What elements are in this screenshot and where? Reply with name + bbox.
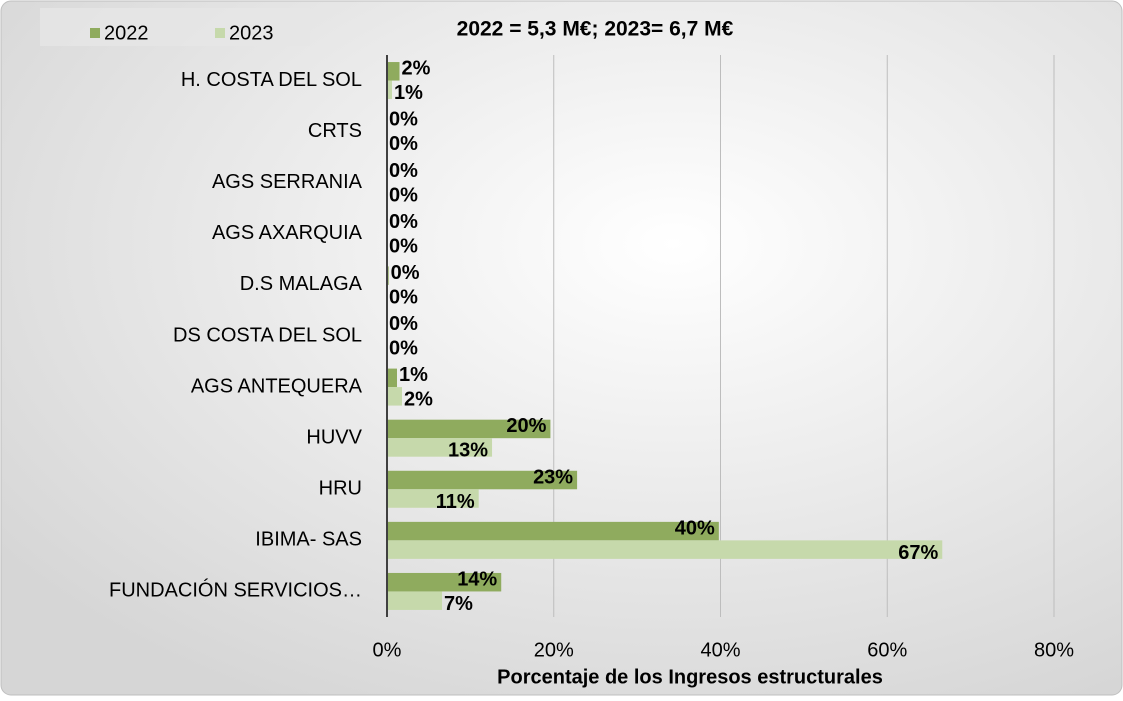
y-tick-label: AGS SERRANIA xyxy=(212,171,363,193)
x-tick-label: 60% xyxy=(867,639,907,661)
bar xyxy=(387,419,551,439)
legend-swatch xyxy=(90,28,100,38)
y-tick-label: D.S MALAGA xyxy=(240,273,363,295)
legend-swatch xyxy=(215,28,225,38)
data-label: 14% xyxy=(457,568,497,590)
x-tick-label: 40% xyxy=(700,639,740,661)
data-label: 0% xyxy=(391,262,420,284)
bar xyxy=(387,470,578,490)
data-label: 0% xyxy=(389,313,418,335)
bar xyxy=(387,591,443,610)
legend-label: 2023 xyxy=(229,22,274,44)
y-tick-label: HUVV xyxy=(306,426,362,448)
y-tick-label: H. COSTA DEL SOL xyxy=(181,69,362,91)
data-label: 40% xyxy=(675,517,715,539)
data-label: 1% xyxy=(394,82,423,104)
data-label: 2% xyxy=(402,58,431,80)
data-label: 0% xyxy=(389,235,418,257)
bar xyxy=(387,572,502,592)
y-tick-label: FUNDACIÓN SERVICIOS… xyxy=(109,579,362,602)
y-tick-label: IBIMA- SAS xyxy=(255,529,362,551)
y-tick-label: DS COSTA DEL SOL xyxy=(173,324,362,346)
bar xyxy=(387,540,943,559)
y-tick-label: AGS AXARQUIA xyxy=(212,222,363,244)
data-label: 11% xyxy=(436,491,475,513)
bar xyxy=(387,489,479,508)
x-tick-label: 80% xyxy=(1034,639,1074,661)
bar xyxy=(387,62,400,81)
x-tick-label: 0% xyxy=(373,639,402,661)
data-label: 1% xyxy=(399,364,428,386)
data-label: 0% xyxy=(389,109,418,131)
y-tick-label: CRTS xyxy=(308,120,362,142)
data-label: 0% xyxy=(389,160,418,182)
y-tick-label: HRU xyxy=(319,478,362,500)
bar xyxy=(387,438,493,457)
data-label: 0% xyxy=(389,133,418,155)
data-label: 0% xyxy=(389,338,418,360)
y-tick-label: AGS ANTEQUERA xyxy=(191,375,363,397)
data-label: 2% xyxy=(404,389,433,411)
bar xyxy=(387,80,393,100)
data-label: 0% xyxy=(389,211,418,233)
chart-title: 2022 = 5,3 M€; 2023= 6,7 M€ xyxy=(457,18,734,41)
data-label: 13% xyxy=(448,440,488,462)
data-label: 23% xyxy=(533,466,573,488)
bar xyxy=(387,368,398,388)
data-label: 7% xyxy=(444,593,473,615)
data-label: 67% xyxy=(898,542,938,564)
bar xyxy=(387,387,403,406)
data-label: 20% xyxy=(506,415,546,437)
legend-box xyxy=(40,8,310,46)
x-tick-label: 20% xyxy=(534,639,574,661)
legend-label: 2022 xyxy=(104,22,149,44)
data-label: 0% xyxy=(389,184,418,206)
data-label: 0% xyxy=(389,286,418,308)
x-axis-title: Porcentaje de los Ingresos estructurales xyxy=(497,666,883,688)
bar xyxy=(387,521,719,541)
